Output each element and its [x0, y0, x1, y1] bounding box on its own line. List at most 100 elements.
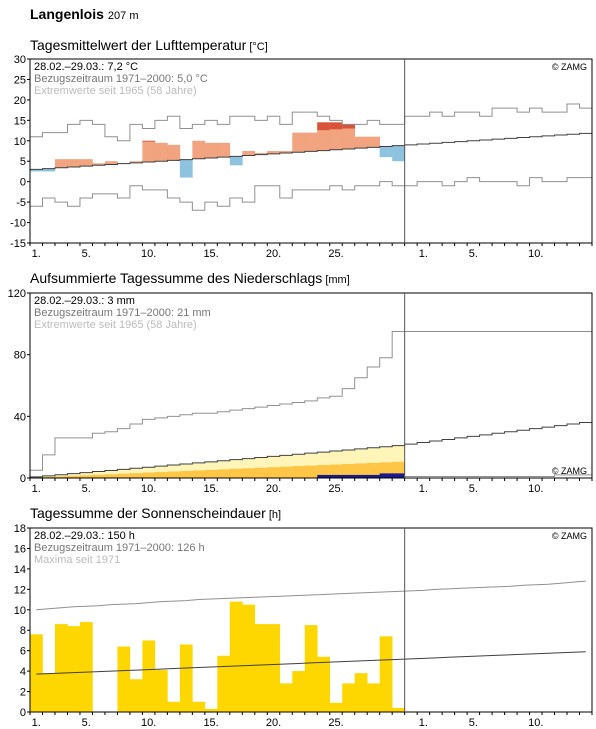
- station-name: Langenlois: [30, 6, 104, 22]
- precip-observed-area: [317, 465, 331, 478]
- precipitation-chart: 0 40 80 120 1. 5. 10. 15. 20. 25. 1. 5. 10. 28.02.–29…: [8, 288, 593, 495]
- precip-observed-area: [267, 467, 281, 478]
- temperature-unit: [°C]: [249, 41, 268, 53]
- sunshine-max-line: [36, 580, 586, 611]
- sunshine-mean-line: [36, 651, 586, 675]
- sunshine-bar: [342, 683, 356, 712]
- sunshine-bar: [242, 604, 256, 712]
- sunshine-bar: [379, 636, 393, 712]
- precip-observed-area: [329, 464, 343, 478]
- sunshine-legend-reference: Bezugszeitraum 1971–2000: 126 h: [34, 542, 205, 554]
- precip-observed-area: [304, 465, 318, 478]
- precip-observed-area: [242, 468, 256, 478]
- sunshine-bar: [129, 679, 143, 712]
- temperature-bar: [179, 159, 193, 178]
- temperature-legend-reference: Bezugszeitraum 1971–2000: 5,0 °C: [34, 73, 208, 85]
- sunshine-bar: [317, 656, 331, 712]
- temperature-data: [30, 103, 592, 211]
- sunshine-ytick-label: 14: [14, 564, 26, 576]
- temperature-bar: [79, 159, 93, 167]
- precip-observed-bar: [392, 473, 405, 478]
- precip-observed-area: [229, 468, 243, 478]
- temperature-ytick-label: 30: [14, 54, 26, 66]
- sunshine-ytick-label: 4: [20, 666, 26, 678]
- sunshine-chart: 0 2 4 6 8 10 12 14 16 18 1. 5. 10. 15. 20. 25. 1. 5. 10. 28…: [14, 523, 593, 729]
- temperature-bar: [67, 159, 81, 167]
- temperature-legend-extremes: Extremwerte seit 1965 (58 Jahre): [34, 85, 197, 97]
- sunshine-bar: [229, 601, 243, 712]
- precipitation-ytick-label: 40: [14, 411, 26, 423]
- sunshine-bar: [367, 683, 380, 712]
- sunshine-bar: [279, 683, 293, 712]
- temperature-bar: [279, 151, 293, 154]
- precipitation-legend-reference: Bezugszeitraum 1971–2000: 21 mm: [34, 307, 211, 319]
- temperature-bar: [342, 124, 356, 149]
- temperature-bar: [242, 151, 256, 156]
- temperature-ytick-label: -15: [10, 238, 26, 250]
- temperature-bar-strong: [329, 122, 343, 130]
- sunshine-ytick-label: 10: [14, 605, 26, 617]
- sunshine-bar: [304, 625, 318, 712]
- sunshine-bar: [204, 708, 218, 712]
- temperature-bar: [192, 140, 206, 159]
- sunshine-bar: [30, 634, 43, 712]
- precip-observed-area: [279, 466, 293, 478]
- temperature-xtick-label: 15.: [203, 248, 218, 260]
- precipitation-xtick-label: 10.: [141, 483, 156, 495]
- temperature-xtick-label: 5.: [469, 248, 478, 260]
- temperature-copyright: © ZAMG: [552, 62, 587, 72]
- precip-reference-area: [104, 470, 118, 478]
- temperature-chart: -15 -10 -5 0 5 10 15 20 25 30 1. 5. 10. 15. 20. 25. 1. 5.…: [10, 54, 593, 260]
- precipitation-ytick-label: 120: [8, 288, 26, 300]
- sunshine-xtick-label: 10.: [528, 717, 543, 729]
- temperature-xtick-label: 10.: [141, 248, 156, 260]
- precipitation-xtick-label: 1.: [32, 483, 41, 495]
- sunshine-ytick-label: 2: [20, 687, 26, 699]
- sunshine-data: [30, 580, 586, 712]
- temperature-bar: [392, 145, 405, 162]
- precip-observed-area: [154, 472, 168, 478]
- precip-observed-area: [54, 476, 68, 478]
- precip-observed-area: [292, 466, 306, 478]
- sunshine-ytick-label: 6: [20, 646, 26, 658]
- sunshine-bar: [142, 640, 156, 712]
- temperature-ytick-label: 20: [14, 95, 26, 107]
- temperature-ytick-label: 0: [20, 177, 26, 189]
- sunshine-bar: [67, 626, 81, 712]
- sunshine-legend-current: 28.02.–29.03.: 150 h: [34, 530, 135, 542]
- temperature-bar: [104, 161, 118, 165]
- temperature-title: Tagesmittelwert der Lufttemperatur: [30, 37, 247, 53]
- precipitation-xtick-label: 10.: [528, 483, 543, 495]
- sunshine-bar: [54, 624, 68, 712]
- temperature-panel-title: Tagesmittelwert der Lufttemperatur [°C]: [30, 37, 268, 53]
- precip-reference-area: [79, 472, 93, 478]
- sunshine-ytick-label: 16: [14, 543, 26, 555]
- sunshine-bar: [254, 624, 268, 712]
- precip-observed-area: [217, 469, 231, 478]
- temperature-bar: [379, 146, 393, 158]
- temperature-max-line: [30, 103, 592, 142]
- temperature-bar: [292, 132, 306, 153]
- sunshine-xtick-label: 20.: [266, 717, 281, 729]
- sunshine-ytick-label: 0: [20, 707, 26, 719]
- temperature-frame: [29, 58, 593, 244]
- temperature-xtick-label: 20.: [266, 248, 281, 260]
- precip-observed-area: [129, 473, 143, 478]
- sunshine-xtick-label: 5.: [469, 717, 478, 729]
- sunshine-bar: [354, 673, 368, 712]
- temperature-ytick-label: 15: [14, 115, 26, 127]
- temperature-legend-current: 28.02.–29.03.: 7,2 °C: [34, 61, 138, 73]
- precipitation-copyright: © ZAMG: [552, 466, 587, 476]
- temperature-bar-strong: [342, 124, 356, 129]
- sunshine-unit: [h]: [268, 509, 282, 521]
- sunshine-bar: [217, 655, 231, 712]
- sunshine-xtick-label: 1.: [32, 717, 41, 729]
- sunshine-frame: [29, 527, 593, 713]
- sunshine-bar: [292, 671, 306, 712]
- precip-mean-line: [30, 422, 592, 478]
- sunshine-xtick-label: 25.: [328, 717, 343, 729]
- precip-observed-area: [67, 475, 81, 478]
- precipitation-title: Aufsummierte Tagessumme des Niederschlag…: [30, 270, 323, 286]
- precip-observed-area: [192, 470, 206, 478]
